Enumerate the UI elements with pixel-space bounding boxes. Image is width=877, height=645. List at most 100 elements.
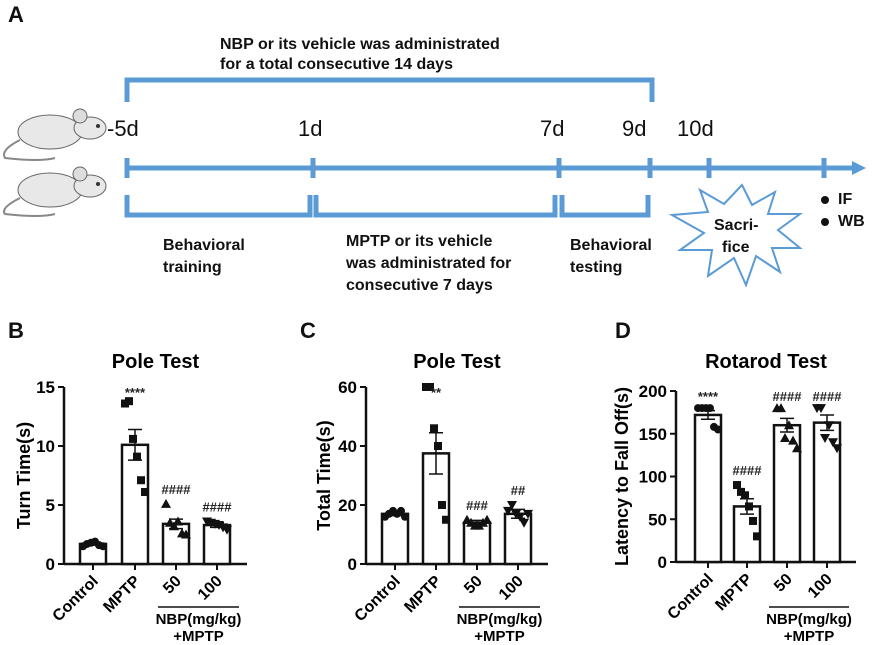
- data-point: [523, 509, 533, 519]
- data-point: [442, 515, 450, 524]
- y-tick-label: 150: [639, 425, 667, 444]
- group-label: NBP(mg/kg): [156, 611, 242, 628]
- data-point: [753, 532, 761, 541]
- group-label: +MPTP: [173, 628, 223, 645]
- x-tick-label: Control: [50, 573, 102, 625]
- data-point: [173, 516, 183, 526]
- training-label-2: training: [163, 259, 222, 276]
- bar-100: [812, 421, 842, 564]
- y-axis-label: Turn Time(s): [14, 422, 34, 529]
- group-label: +MPTP: [474, 628, 524, 645]
- data-point: [169, 521, 179, 531]
- timeline-lines: [124, 77, 858, 218]
- data-point: [714, 425, 722, 434]
- day-label: 7d: [540, 116, 565, 141]
- mptp-label-2: was administrated for: [346, 255, 512, 272]
- panel-label-c: C: [300, 318, 316, 343]
- data-point: [749, 516, 757, 525]
- panel-label-a: A: [8, 2, 24, 27]
- significance-label: ###: [466, 498, 488, 513]
- sacrifice-label-2: fice: [722, 239, 750, 256]
- mptp-bracket: [313, 195, 558, 218]
- group-label: +MPTP: [784, 628, 834, 645]
- y-tick-label: 0: [46, 555, 55, 574]
- panel-label-d: D: [615, 318, 631, 343]
- testing-bracket: [559, 195, 651, 218]
- y-axis-label: Latency to Fall Off(s): [612, 387, 632, 566]
- chart-title: Pole Test: [413, 351, 501, 373]
- data-point: [706, 404, 714, 413]
- data-point: [832, 444, 842, 454]
- data-point: [507, 501, 517, 510]
- error-bar: [429, 431, 443, 475]
- data-point: [434, 442, 442, 450]
- x-tick-label: Control: [665, 571, 717, 623]
- y-tick-label: 0: [658, 553, 667, 572]
- data-point: [780, 433, 790, 443]
- significance-label: ####: [733, 463, 763, 478]
- data-point: [222, 525, 232, 535]
- data-point: [141, 488, 149, 497]
- data-point: [784, 420, 794, 430]
- mouse-icon: [3, 166, 107, 217]
- bar-mptp: [120, 443, 150, 566]
- group-label: NBP(mg/kg): [457, 611, 543, 628]
- data-point: [125, 397, 133, 406]
- y-tick-label: 10: [36, 437, 55, 456]
- data-point: [397, 506, 405, 515]
- nbp-label-line2: for a total consecutive 14 days: [220, 56, 453, 73]
- arrow-head-icon: [852, 161, 866, 175]
- data-point: [824, 421, 834, 431]
- data-point: [426, 383, 434, 391]
- x-tick-label: 100: [496, 573, 527, 604]
- x-tick-label: MPTP: [401, 573, 445, 617]
- data-point: [733, 481, 741, 490]
- significance-label: ####: [203, 500, 233, 515]
- data-point: [820, 434, 830, 444]
- data-point: [745, 502, 753, 511]
- mptp-label-1: MPTP or its vehicle: [346, 233, 493, 250]
- x-tick-label: 50: [771, 571, 796, 596]
- bullet-icon: [821, 218, 829, 226]
- y-tick-label: 40: [338, 437, 357, 456]
- data-point: [503, 506, 513, 516]
- data-point: [430, 424, 438, 433]
- bar-control: [380, 512, 410, 566]
- data-point: [181, 529, 191, 539]
- sacrifice-starburst-icon: [668, 183, 804, 288]
- significance-label: **: [431, 385, 442, 400]
- data-point: [828, 438, 838, 448]
- y-tick-label: 60: [338, 378, 357, 397]
- day-label: 1d: [298, 116, 323, 141]
- significance-label: ####: [813, 389, 843, 404]
- y-tick-label: 20: [338, 496, 357, 515]
- y-tick-label: 100: [639, 468, 667, 487]
- nbp-bracket: [124, 77, 655, 102]
- testing-label-1: Behavioral: [570, 237, 652, 254]
- assay-wb: WB: [838, 213, 865, 230]
- data-point: [129, 434, 137, 443]
- x-tick-label: 100: [805, 571, 836, 602]
- data-point: [161, 498, 171, 508]
- data-point: [218, 523, 228, 533]
- day-label: 10d: [677, 116, 714, 141]
- day-label: -5d: [107, 116, 139, 141]
- significance-label: ****: [698, 389, 719, 404]
- data-point: [137, 476, 145, 485]
- data-point: [515, 512, 525, 522]
- data-point: [792, 443, 802, 453]
- x-tick-label: Control: [352, 573, 404, 625]
- bullet-icon: [821, 196, 829, 204]
- significance-label: ****: [125, 385, 146, 400]
- data-point: [482, 514, 492, 524]
- data-point: [741, 491, 749, 500]
- assay-if: IF: [838, 191, 853, 208]
- training-bracket: [124, 195, 313, 218]
- chart-title: Rotarod Test: [705, 351, 827, 373]
- day-label: 9d: [622, 116, 647, 141]
- data-point: [816, 404, 826, 414]
- x-tick-label: 100: [195, 573, 226, 604]
- x-tick-label: MPTP: [100, 573, 144, 617]
- x-tick-label: 50: [461, 573, 486, 598]
- significance-label: ##: [511, 483, 526, 498]
